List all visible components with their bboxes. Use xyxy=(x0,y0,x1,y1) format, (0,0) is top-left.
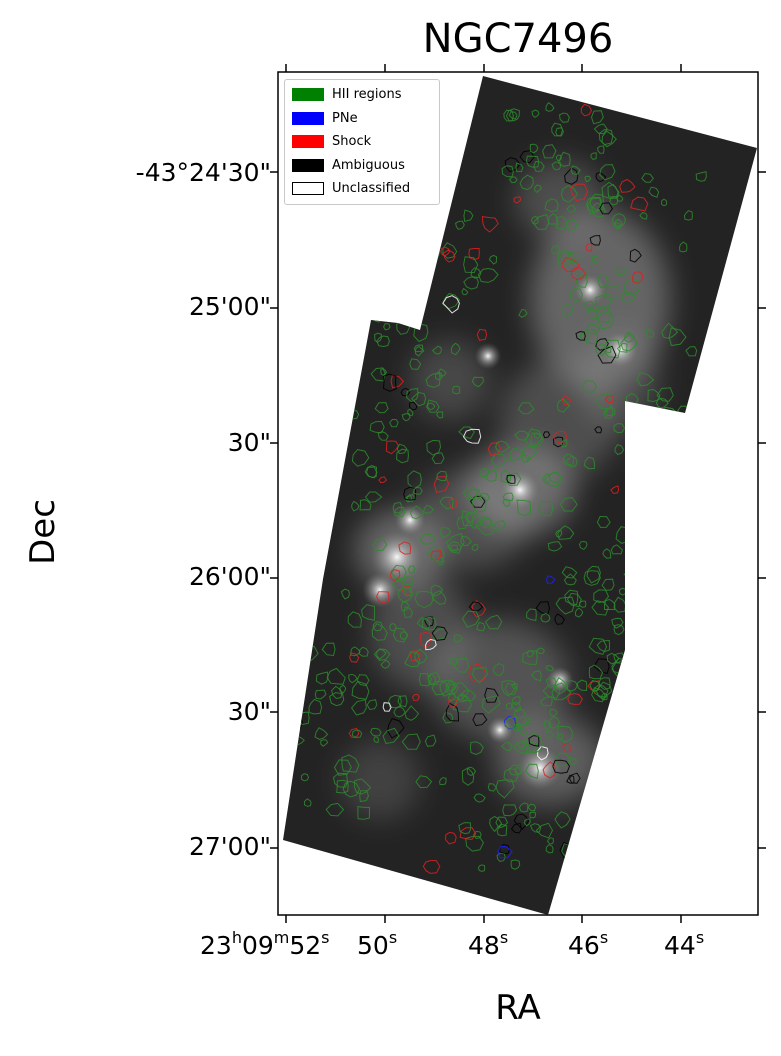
legend-swatch-shock xyxy=(292,135,324,149)
legend-swatch-pne xyxy=(292,111,324,125)
y-tick-label: 30" xyxy=(227,697,271,726)
x-tick-label: 23h09m52s xyxy=(200,928,330,960)
legend-label: PNe xyxy=(332,110,358,126)
y-tick-label: 30" xyxy=(227,428,271,457)
x-tick-label: 48s xyxy=(468,928,509,960)
legend-label: HII regions xyxy=(332,87,402,103)
legend: HII regions PNe Shock Ambiguous Unclassi… xyxy=(284,79,440,205)
legend-label: Ambiguous xyxy=(332,157,405,173)
legend-label: Unclassified xyxy=(332,181,411,197)
x-axis-label: RA xyxy=(495,988,541,1028)
legend-item-unclassified: Unclassified xyxy=(285,177,439,201)
y-tick-label: 27'00" xyxy=(189,832,271,861)
legend-swatch-unclassified xyxy=(292,182,324,196)
legend-label: Shock xyxy=(332,134,372,150)
x-tick-label: 46s xyxy=(568,928,609,960)
chart-title: NGC7496 xyxy=(422,16,614,62)
y-tick-label: 25'00" xyxy=(189,292,271,321)
legend-item-ambiguous: Ambiguous xyxy=(285,154,439,178)
x-tick-label: 50s xyxy=(357,928,398,960)
x-tick-label: 44s xyxy=(664,928,705,960)
legend-item-hii: HII regions xyxy=(285,83,439,107)
axis-ticks xyxy=(270,64,766,923)
y-tick-label: 26'00" xyxy=(189,562,271,591)
y-axis-label: Dec xyxy=(23,499,63,565)
legend-item-shock: Shock xyxy=(285,130,439,154)
legend-swatch-hii xyxy=(292,88,324,102)
legend-item-pne: PNe xyxy=(285,107,439,131)
legend-swatch-ambiguous xyxy=(292,158,324,172)
y-tick-label: -43°24'30" xyxy=(135,158,271,187)
